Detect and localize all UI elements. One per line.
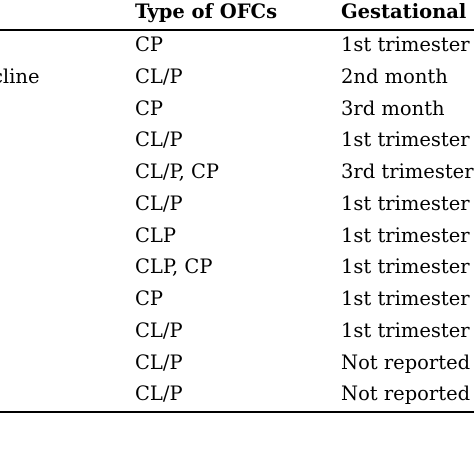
- cell-ofc-type: CP: [135, 33, 164, 56]
- cell-gestational: 3rd month: [341, 97, 445, 120]
- cell-gestational: 3rd trimester: [341, 160, 474, 183]
- cell-ofc-type: CP: [135, 287, 164, 310]
- cell-gestational: 1st trimester: [341, 192, 470, 215]
- header-rule: [0, 29, 474, 31]
- header-ofc-type: Type of OFCs: [135, 0, 278, 23]
- cell-ofc-type: CL/P: [135, 382, 183, 405]
- bottom-rule: [0, 411, 474, 413]
- cell-ofc-type: CP: [135, 97, 164, 120]
- cell-gestational: 1st trimester: [341, 287, 470, 310]
- cell-gestational: 1st trimester: [341, 128, 470, 151]
- cell-gestational: 2nd month: [341, 65, 448, 88]
- cell-gestational: 1st trimester: [341, 224, 470, 247]
- cell-gestational: 1st trimester: [341, 319, 470, 342]
- cell-drug: cline: [0, 65, 40, 88]
- cell-ofc-type: CL/P: [135, 65, 183, 88]
- cell-gestational: 1st trimester: [341, 255, 470, 278]
- cell-gestational: Not reported: [341, 382, 471, 405]
- cell-ofc-type: CL/P: [135, 351, 183, 374]
- cell-ofc-type: CL/P, CP: [135, 160, 220, 183]
- cell-ofc-type: CL/P: [135, 128, 183, 151]
- cell-gestational: Not reported: [341, 351, 471, 374]
- cell-ofc-type: CL/P: [135, 192, 183, 215]
- cell-ofc-type: CLP: [135, 224, 176, 247]
- cell-gestational: 1st trimester: [341, 33, 470, 56]
- cell-ofc-type: CLP, CP: [135, 255, 213, 278]
- header-gestational: Gestational: [341, 0, 467, 23]
- cell-ofc-type: CL/P: [135, 319, 183, 342]
